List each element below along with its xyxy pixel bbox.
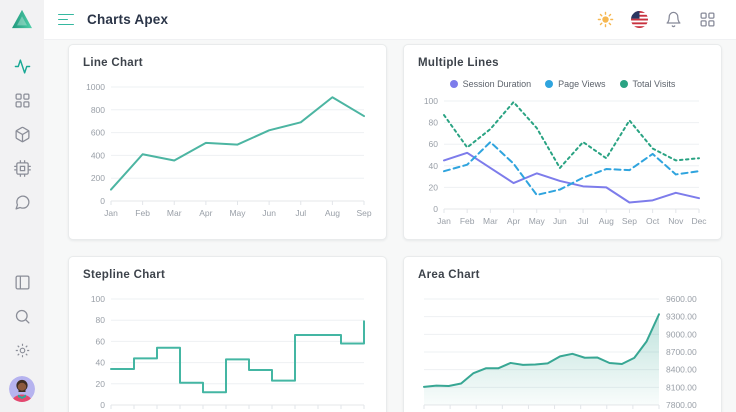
svg-text:9300.00: 9300.00 bbox=[666, 312, 697, 322]
apps-grid-icon[interactable] bbox=[699, 11, 716, 28]
svg-text:600: 600 bbox=[91, 128, 105, 138]
svg-text:May: May bbox=[529, 216, 546, 226]
svg-text:Mar: Mar bbox=[167, 208, 182, 218]
legend-dot bbox=[449, 80, 458, 88]
svg-text:Jul: Jul bbox=[578, 216, 589, 226]
svg-text:60: 60 bbox=[429, 139, 439, 149]
stepline-chart-canvas[interactable]: 0 20 40 60 80 100 bbox=[83, 289, 372, 412]
card-title: Line Chart bbox=[83, 57, 143, 69]
svg-text:20: 20 bbox=[429, 182, 439, 192]
topbar: Charts Apex bbox=[44, 0, 736, 40]
topbar-actions bbox=[597, 11, 716, 28]
svg-text:Jun: Jun bbox=[553, 216, 567, 226]
svg-text:8400.00: 8400.00 bbox=[666, 365, 697, 375]
sidebar bbox=[0, 0, 44, 412]
svg-text:80: 80 bbox=[96, 315, 106, 325]
legend-dot bbox=[545, 80, 554, 88]
card-line-chart: Line Chart 0 200 400 600 800 1000 Jan Feb Mar Apr… bbox=[68, 44, 387, 240]
svg-text:Apr: Apr bbox=[199, 208, 212, 218]
svg-text:9000.00: 9000.00 bbox=[666, 329, 697, 339]
svg-text:0: 0 bbox=[100, 196, 105, 206]
svg-text:Jan: Jan bbox=[104, 208, 118, 218]
us-flag-icon[interactable] bbox=[631, 11, 648, 28]
settings-icon[interactable] bbox=[14, 342, 31, 359]
svg-text:Aug: Aug bbox=[325, 208, 340, 218]
card-title: Stepline Chart bbox=[83, 269, 166, 281]
card-title: Area Chart bbox=[418, 269, 480, 281]
charts-grid: Line Chart 0 200 400 600 800 1000 Jan Feb Mar Apr… bbox=[68, 44, 722, 412]
svg-text:9600.00: 9600.00 bbox=[666, 294, 697, 304]
box-icon[interactable] bbox=[14, 126, 31, 143]
legend-item[interactable]: Session Duration bbox=[449, 79, 532, 89]
svg-text:Feb: Feb bbox=[460, 216, 475, 226]
svg-text:0: 0 bbox=[433, 204, 438, 214]
card-title: Multiple Lines bbox=[418, 57, 499, 69]
svg-text:Sep: Sep bbox=[356, 208, 371, 218]
svg-text:Jul: Jul bbox=[295, 208, 306, 218]
bell-icon[interactable] bbox=[665, 11, 682, 28]
logo-triangle-icon[interactable] bbox=[11, 9, 33, 29]
svg-text:100: 100 bbox=[424, 96, 438, 106]
svg-text:8700.00: 8700.00 bbox=[666, 347, 697, 357]
sun-icon[interactable] bbox=[597, 11, 614, 28]
svg-text:May: May bbox=[229, 208, 246, 218]
svg-text:1000: 1000 bbox=[86, 82, 105, 92]
svg-text:40: 40 bbox=[429, 161, 439, 171]
legend-label: Total Visits bbox=[632, 79, 676, 89]
legend-item[interactable]: Page Views bbox=[545, 79, 606, 89]
svg-text:Sep: Sep bbox=[622, 216, 637, 226]
svg-text:Dec: Dec bbox=[691, 216, 707, 226]
svg-text:Nov: Nov bbox=[668, 216, 684, 226]
menu-icon[interactable] bbox=[58, 13, 74, 26]
svg-text:Feb: Feb bbox=[135, 208, 150, 218]
svg-text:0: 0 bbox=[100, 400, 105, 410]
svg-text:20: 20 bbox=[96, 379, 106, 389]
svg-text:Apr: Apr bbox=[507, 216, 520, 226]
legend-label: Page Views bbox=[558, 79, 606, 89]
activity-icon[interactable] bbox=[14, 58, 31, 75]
area-chart-canvas[interactable]: 7800.00 8100.00 8400.00 8700.00 9000.00 9300.… bbox=[418, 289, 707, 412]
svg-text:80: 80 bbox=[429, 118, 439, 128]
content-column: Charts Apex bbox=[44, 0, 736, 412]
svg-text:Jan: Jan bbox=[437, 216, 451, 226]
chart-legend: Session Duration Page Views Total Visits bbox=[418, 77, 707, 91]
svg-text:7800.00: 7800.00 bbox=[666, 400, 697, 410]
cpu-icon[interactable] bbox=[13, 159, 31, 177]
svg-text:Oct: Oct bbox=[646, 216, 660, 226]
avatar[interactable] bbox=[9, 376, 35, 402]
svg-text:Aug: Aug bbox=[599, 216, 614, 226]
svg-text:200: 200 bbox=[91, 173, 105, 183]
main-content: Line Chart 0 200 400 600 800 1000 Jan Feb Mar Apr… bbox=[44, 40, 736, 412]
card-stepline-chart: Stepline Chart 0 20 40 60 80 100 bbox=[68, 256, 387, 412]
svg-text:100: 100 bbox=[91, 294, 105, 304]
svg-text:400: 400 bbox=[91, 150, 105, 160]
card-multiple-lines: Multiple Lines Session Duration Page View… bbox=[403, 44, 722, 240]
grid-icon[interactable] bbox=[14, 92, 31, 109]
search-icon[interactable] bbox=[14, 308, 31, 325]
line-chart-canvas[interactable]: 0 200 400 600 800 1000 Jan Feb Mar Apr May Jun Jul Au… bbox=[83, 77, 372, 227]
layout-icon[interactable] bbox=[14, 274, 31, 291]
svg-text:Mar: Mar bbox=[483, 216, 498, 226]
card-area-chart: Area Chart 7800.00 8100.00 8400.00 8700.00 9… bbox=[403, 256, 722, 412]
multiple-lines-chart-canvas[interactable]: 0 20 40 60 80 100 Jan Feb Mar Apr May Jun Jul Aug Sep O… bbox=[418, 93, 707, 233]
legend-label: Session Duration bbox=[462, 79, 532, 89]
legend-item[interactable]: Total Visits bbox=[619, 79, 676, 89]
page-title: Charts Apex bbox=[87, 12, 169, 27]
svg-text:Jun: Jun bbox=[262, 208, 276, 218]
svg-text:800: 800 bbox=[91, 105, 105, 115]
svg-text:40: 40 bbox=[96, 358, 106, 368]
chat-icon[interactable] bbox=[14, 194, 31, 211]
legend-dot bbox=[619, 80, 628, 88]
svg-text:8100.00: 8100.00 bbox=[666, 382, 697, 392]
svg-text:60: 60 bbox=[96, 336, 106, 346]
